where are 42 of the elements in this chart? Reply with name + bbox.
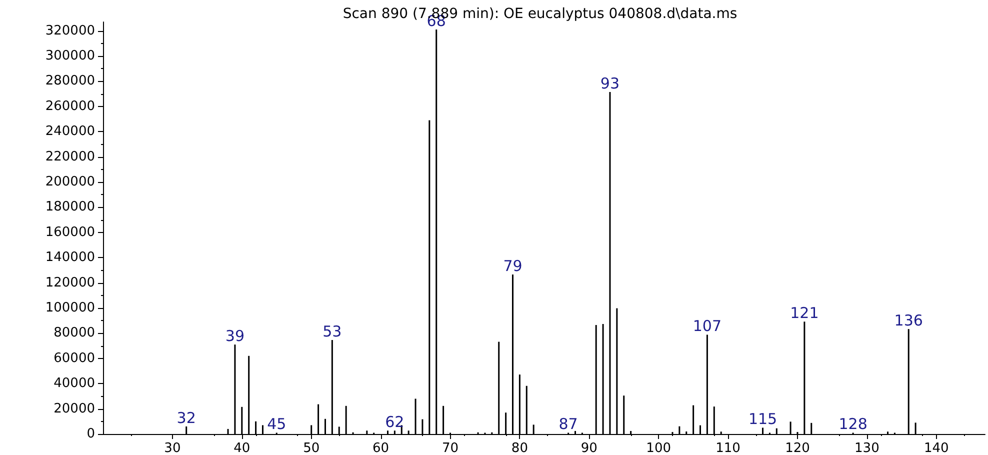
annotation: 136 [894, 312, 923, 330]
x-tick-label: 140 [924, 441, 949, 455]
annotation: 53 [322, 322, 342, 341]
x-tick-label: 60 [372, 441, 390, 455]
annotation: 128 [838, 415, 868, 434]
annotation: 121 [790, 304, 819, 322]
y-tick-label: 0 [86, 426, 95, 442]
annotation: 93 [600, 74, 620, 93]
x-tick-label: 90 [580, 441, 598, 455]
y-tick-label: 300000 [45, 48, 95, 64]
y-tick-label: 140000 [45, 250, 95, 266]
annotation: 87 [558, 415, 578, 434]
annotation: 32 [176, 408, 196, 427]
y-tick-label: 40000 [54, 376, 95, 392]
x-tick-label: 120 [785, 441, 810, 455]
y-tick-label: 180000 [45, 200, 95, 215]
x-tick-label: 50 [303, 441, 320, 455]
y-tick-label: 100000 [45, 300, 95, 316]
annotation: 115 [748, 410, 778, 428]
y-tick-label: 80000 [54, 326, 95, 341]
y-tick-label: 160000 [45, 224, 95, 240]
y-tick-label: 220000 [45, 149, 95, 164]
x-tick-label: 110 [716, 441, 740, 455]
x-tick-label: 70 [442, 441, 459, 455]
annotation: 45 [267, 415, 286, 434]
y-tick-label: 20000 [54, 401, 95, 416]
annotation: 62 [385, 413, 404, 432]
y-tick-label: 240000 [45, 124, 95, 140]
annotation: 79 [503, 256, 522, 275]
annotation: 39 [225, 327, 244, 346]
y-tick-label: 120000 [45, 275, 95, 290]
x-tick-label: 80 [511, 441, 528, 455]
annotation: 107 [692, 317, 722, 336]
x-tick-label: 100 [646, 441, 672, 455]
y-tick-label: 260000 [45, 98, 95, 114]
y-tick-label: 200000 [45, 174, 95, 190]
x-tick-label: 40 [234, 441, 250, 455]
x-tick-label: 130 [854, 441, 880, 455]
y-tick-label: 320000 [45, 23, 95, 38]
y-tick-label: 60000 [54, 350, 95, 366]
y-tick-label: 280000 [45, 74, 95, 89]
x-tick-label: 30 [164, 441, 181, 455]
